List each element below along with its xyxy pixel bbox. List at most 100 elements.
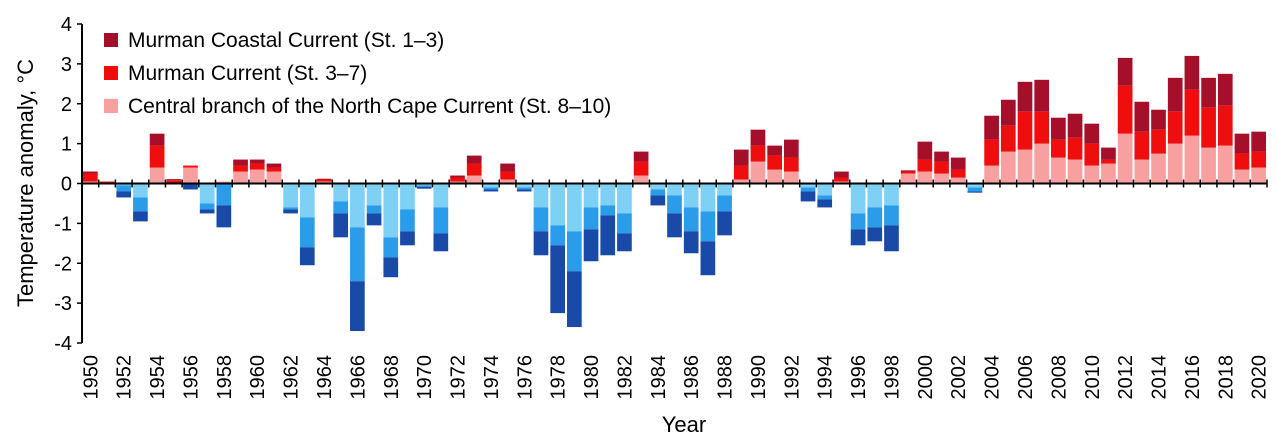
bar-segment-1953-series-2 — [133, 197, 148, 212]
bar-segment-1998-series-2 — [884, 205, 899, 226]
bar-segment-1955-series-3 — [166, 179, 182, 181]
bar-segment-2003-series-1 — [967, 183, 983, 188]
bar-segment-2013-series-1 — [1134, 159, 1150, 184]
bar-segment-1983-series-2 — [633, 161, 649, 176]
bar-segment-2012-series-3 — [1117, 57, 1133, 86]
x-tick-label: 2002 — [948, 355, 970, 400]
x-tick-label: 1952 — [114, 355, 136, 400]
x-tick-label: 1976 — [514, 355, 536, 400]
bar-segment-1980-series-2 — [583, 207, 599, 230]
bar-segment-2017-series-1 — [1201, 147, 1216, 184]
bar-segment-1994-series-1 — [817, 183, 833, 196]
bar-segment-2015-series-3 — [1167, 77, 1183, 112]
bar-segment-1983-series-3 — [633, 151, 649, 162]
bar-segment-2016-series-2 — [1184, 89, 1200, 136]
bar-segment-2018-series-1 — [1217, 145, 1233, 184]
bar-segment-1977-series-2 — [533, 207, 549, 232]
bar-segment-1999-series-2 — [900, 171, 916, 174]
bar-segment-1952-series-2 — [116, 185, 132, 192]
bar-segment-1993-series-2 — [800, 187, 816, 192]
bar-segment-2016-series-3 — [1184, 55, 1200, 90]
bar-segment-1987-series-1 — [700, 183, 716, 212]
bar-segment-1986-series-3 — [683, 231, 699, 254]
bar-segment-2005-series-3 — [1000, 99, 1016, 126]
bar-segment-1972-series-2 — [450, 177, 465, 182]
x-tick-label: 1962 — [281, 355, 303, 400]
bar-segment-1954-series-2 — [149, 145, 165, 168]
bar-segment-1963-series-3 — [299, 247, 315, 266]
y-tick-label: -3 — [54, 293, 72, 315]
y-tick-label: -4 — [54, 333, 72, 355]
bar-segment-2013-series-3 — [1134, 101, 1150, 132]
bar-segment-2011-series-2 — [1101, 159, 1116, 164]
x-axis-title: Year — [662, 412, 706, 434]
bar-segment-1961-series-3 — [266, 163, 282, 168]
bar-segment-2000-series-3 — [917, 141, 933, 160]
x-tick-label: 1986 — [681, 355, 703, 400]
bar-segment-1980-series-3 — [583, 229, 599, 262]
bar-segment-2015-series-1 — [1167, 143, 1183, 184]
bar-segment-1982-series-3 — [617, 233, 632, 252]
y-tick-label: -1 — [54, 213, 72, 235]
bar-segment-1988-series-2 — [717, 195, 732, 212]
bar-segment-1993-series-1 — [800, 183, 816, 188]
bar-segment-1991-series-3 — [767, 145, 782, 156]
bar-segment-2014-series-1 — [1151, 153, 1166, 184]
bar-segment-1985-series-1 — [667, 183, 682, 196]
bar-segment-1990-series-3 — [750, 129, 766, 146]
bar-segment-2007-series-1 — [1034, 143, 1050, 184]
bar-segment-1979-series-1 — [567, 183, 582, 232]
bar-segment-1989-series-2 — [733, 165, 749, 180]
bar-segment-2007-series-3 — [1034, 79, 1050, 112]
bar-segment-1972-series-3 — [450, 175, 465, 178]
bar-segment-1974-series-2 — [483, 187, 499, 190]
bar-segment-1981-series-1 — [600, 183, 616, 206]
bar-segment-2016-series-1 — [1184, 135, 1200, 184]
x-tick-label: 2020 — [1249, 355, 1271, 400]
bar-segment-1975-series-2 — [500, 171, 515, 180]
bar-segment-1975-series-3 — [500, 163, 515, 172]
bar-segment-2013-series-2 — [1134, 131, 1150, 160]
bar-segment-1974-series-3 — [483, 189, 499, 192]
bar-segment-1987-series-2 — [700, 211, 716, 242]
legend: Murman Coastal Current (St. 1–3) Murman C… — [104, 29, 611, 118]
bar-segment-1986-series-2 — [683, 207, 699, 232]
x-tick-label: 1998 — [882, 355, 904, 400]
bar-segment-1963-series-1 — [299, 183, 315, 218]
x-tick-label: 1990 — [748, 355, 770, 400]
bar-segment-1991-series-1 — [767, 169, 782, 184]
bar-segment-1997-series-2 — [867, 207, 883, 228]
bar-segment-2001-series-2 — [934, 161, 949, 174]
bar-segment-1971-series-3 — [433, 233, 449, 252]
bar-segment-2005-series-1 — [1000, 151, 1016, 184]
bar-segment-1975-series-1 — [500, 179, 515, 184]
bar-segment-1953-series-1 — [133, 183, 148, 198]
y-tick-label: 0 — [61, 174, 72, 196]
bar-segment-2020-series-3 — [1251, 131, 1266, 152]
bar-segment-2004-series-1 — [984, 165, 999, 184]
bar-segment-1976-series-3 — [516, 189, 532, 192]
bar-segment-2010-series-2 — [1084, 143, 1100, 166]
x-tick-label: 1972 — [448, 355, 470, 400]
bar-segment-1969-series-1 — [400, 183, 415, 210]
x-tick-label: 2012 — [1115, 355, 1137, 400]
bar-segment-1980-series-1 — [583, 183, 599, 208]
x-tick-label: 1980 — [581, 355, 603, 400]
bar-segment-2011-series-1 — [1101, 163, 1116, 184]
x-tick-label: 1996 — [848, 355, 870, 400]
bar-segment-1981-series-3 — [600, 215, 616, 256]
bar-segment-2012-series-2 — [1117, 85, 1133, 134]
legend-swatch — [104, 99, 118, 113]
bar-segment-1985-series-3 — [667, 213, 682, 238]
bar-segment-1963-series-2 — [299, 217, 315, 248]
bar-segment-1961-series-2 — [266, 167, 282, 172]
x-tick-label: 1966 — [347, 355, 369, 400]
y-tick-label: 4 — [61, 14, 72, 36]
bar-segment-1977-series-3 — [533, 231, 549, 256]
x-tick-label: 1960 — [247, 355, 269, 400]
bar-segment-1961-series-1 — [266, 171, 282, 184]
bar-segment-2018-series-3 — [1217, 73, 1233, 106]
bar-segment-2005-series-2 — [1000, 125, 1016, 152]
bar-segment-1958-series-3 — [216, 205, 232, 228]
bar-segment-2002-series-2 — [950, 169, 966, 178]
